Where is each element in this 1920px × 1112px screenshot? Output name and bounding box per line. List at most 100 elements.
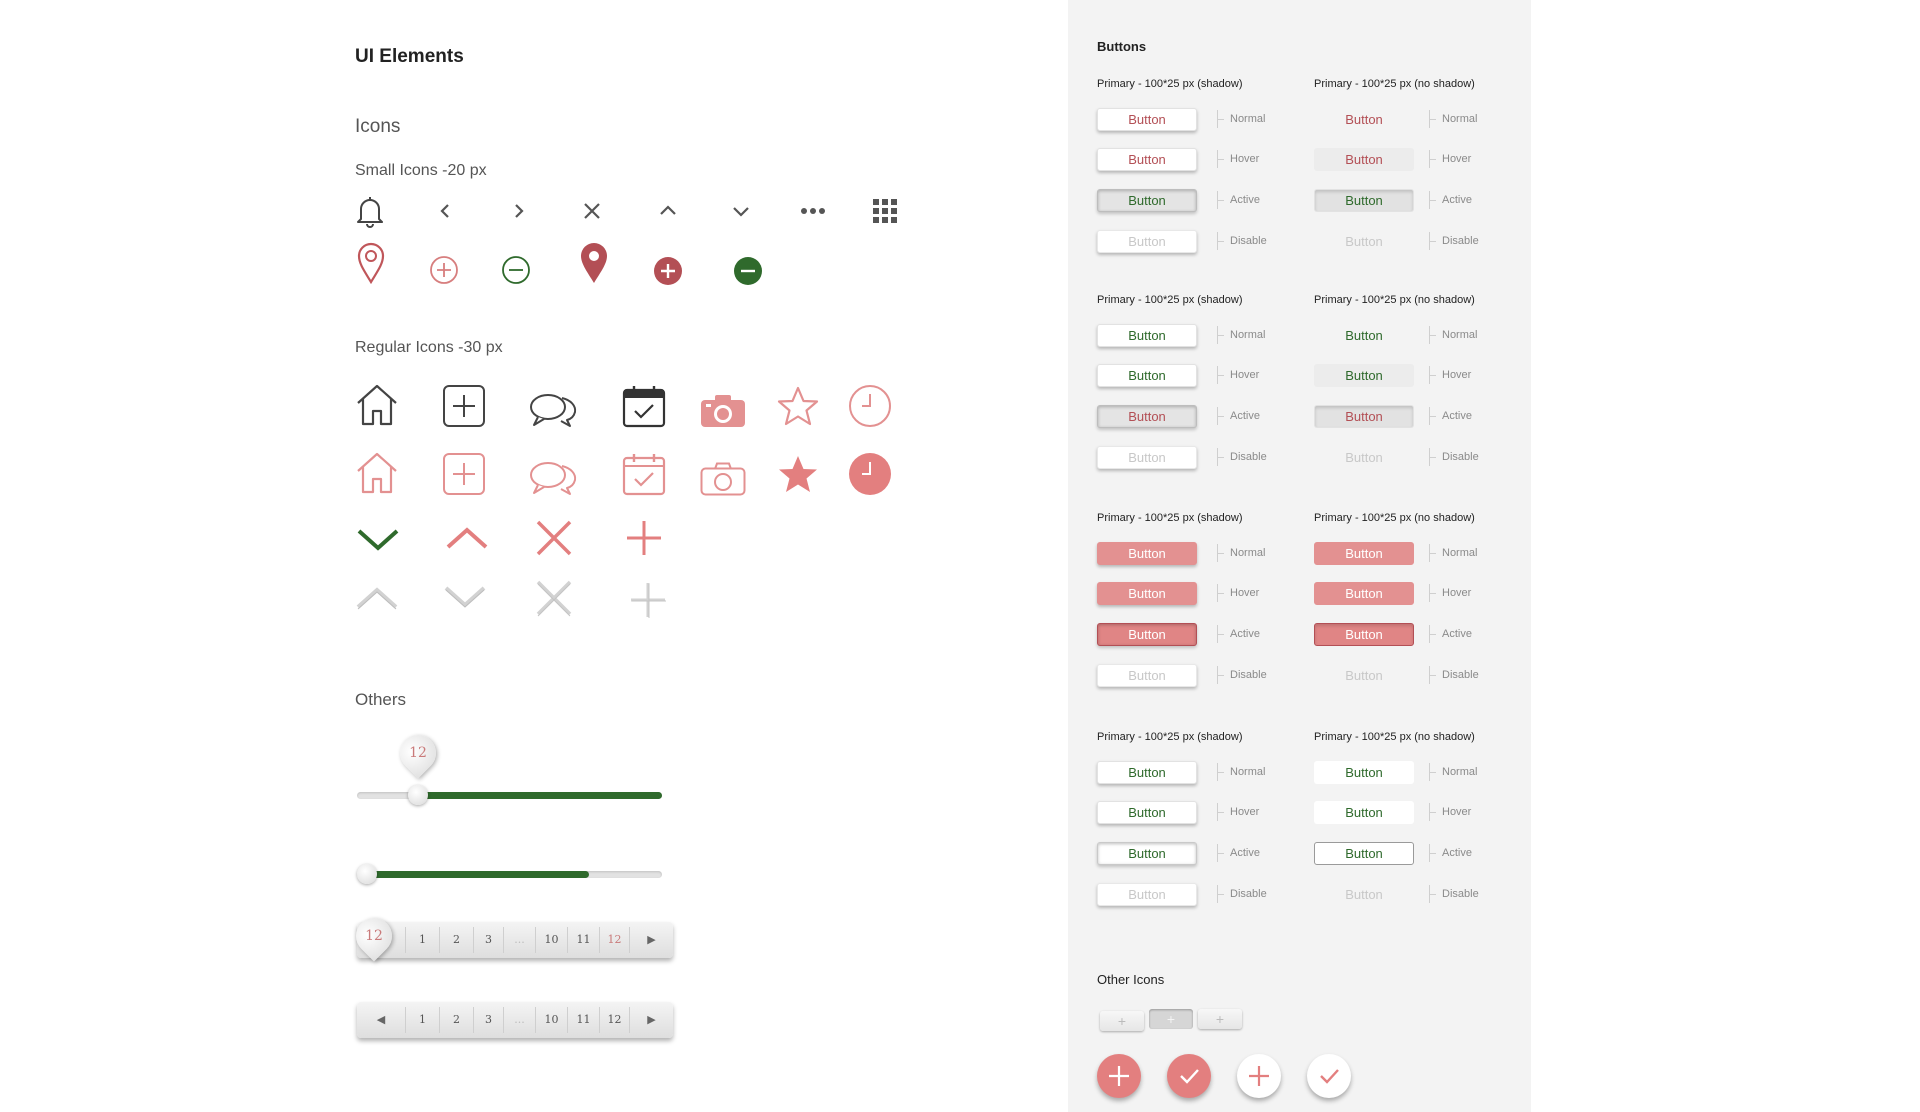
star-outline-icon[interactable] [776, 386, 820, 428]
chevron-up-pink-icon[interactable] [445, 523, 489, 553]
chevron-down-grey-icon[interactable] [443, 580, 487, 610]
button-disable[interactable]: Button [1314, 883, 1414, 906]
column-heading-no-shadow: Primary - 100*25 px (no shadow) [1314, 78, 1475, 90]
check-icon[interactable] [356, 523, 400, 553]
page-link[interactable]: 3 [473, 1007, 503, 1033]
remove-circle-outline-icon[interactable] [501, 255, 531, 285]
plus-grey-icon[interactable] [628, 580, 668, 620]
button-hover[interactable]: Button [1314, 364, 1414, 387]
more-horizontal-icon[interactable] [800, 206, 826, 216]
home-icon[interactable] [355, 383, 399, 427]
button-hover[interactable]: Button [1097, 364, 1197, 387]
button-normal[interactable]: Button [1314, 324, 1414, 347]
slider-thumb[interactable] [408, 785, 428, 805]
button-active[interactable]: Button [1314, 189, 1414, 212]
clock-outline-icon[interactable] [848, 384, 892, 428]
button-hover[interactable]: Button [1097, 582, 1197, 605]
page-link[interactable]: 2 [439, 927, 473, 953]
button-disable[interactable]: Button [1314, 230, 1414, 253]
page-title: UI Elements [355, 46, 464, 67]
button-hover[interactable]: Button [1314, 148, 1414, 171]
button-normal[interactable]: Button [1097, 108, 1197, 131]
button-disable[interactable]: Button [1097, 230, 1197, 253]
star-filled-icon[interactable] [776, 454, 820, 496]
button-active[interactable]: Button [1097, 842, 1197, 865]
button-disable[interactable]: Button [1314, 664, 1414, 687]
calendar-check-icon[interactable] [622, 384, 666, 428]
check-circle-button[interactable] [1167, 1054, 1211, 1098]
mini-add-button[interactable]: + [1100, 1011, 1144, 1031]
button-normal[interactable]: Button [1314, 542, 1414, 565]
next-page-button[interactable]: ▶ [629, 927, 673, 953]
bell-icon[interactable] [356, 195, 384, 228]
add-circle-filled-icon[interactable] [653, 256, 683, 286]
chat-icon[interactable] [528, 389, 578, 429]
home-pink-icon[interactable] [355, 451, 399, 495]
add-circle-outline-button[interactable] [1237, 1054, 1281, 1098]
button-hover[interactable]: Button [1314, 582, 1414, 605]
button-active[interactable]: Button [1314, 623, 1414, 646]
button-hover[interactable]: Button [1097, 801, 1197, 824]
chevron-left-icon[interactable] [437, 202, 453, 220]
chevron-right-icon[interactable] [511, 202, 527, 220]
mini-add-button-alt[interactable]: + [1198, 1009, 1242, 1029]
calendar-check-pink-icon[interactable] [622, 452, 666, 496]
button-disable[interactable]: Button [1097, 883, 1197, 906]
page-link-active[interactable]: 12 [599, 927, 629, 953]
button-hover[interactable]: Button [1097, 148, 1197, 171]
button-active[interactable]: Button [1097, 189, 1197, 212]
next-page-button[interactable]: ▶ [629, 1007, 673, 1033]
button-disable[interactable]: Button [1314, 446, 1414, 469]
button-active[interactable]: Button [1314, 842, 1414, 865]
close-icon[interactable] [582, 201, 602, 221]
add-square-icon[interactable] [442, 384, 486, 428]
prev-page-button[interactable]: ◀ [376, 1013, 386, 1026]
chevron-up-grey-icon[interactable] [355, 583, 399, 613]
button-disable[interactable]: Button [1097, 446, 1197, 469]
location-pin-filled-icon[interactable] [578, 241, 610, 285]
button-active[interactable]: Button [1097, 623, 1197, 646]
slider-fill [418, 792, 662, 799]
grid-icon[interactable] [873, 199, 897, 223]
page-link[interactable]: 11 [567, 927, 599, 953]
button-active[interactable]: Button [1314, 405, 1414, 428]
camera-icon[interactable] [700, 394, 746, 428]
add-square-pink-icon[interactable] [442, 452, 486, 496]
state-label: Active [1429, 191, 1472, 209]
clock-filled-icon[interactable] [848, 452, 892, 496]
button-normal[interactable]: Button [1314, 761, 1414, 784]
close-pink-icon[interactable] [534, 518, 574, 558]
state-label: Normal [1217, 544, 1265, 562]
chevron-down-icon[interactable] [731, 204, 751, 220]
location-pin-outline-icon[interactable] [356, 242, 386, 285]
button-normal[interactable]: Button [1097, 324, 1197, 347]
page-link[interactable]: 11 [567, 1007, 599, 1033]
page-link[interactable]: 10 [535, 927, 567, 953]
page-link[interactable]: 1 [405, 927, 439, 953]
button-disable[interactable]: Button [1097, 664, 1197, 687]
plus-pink-icon[interactable] [624, 518, 664, 558]
button-normal[interactable]: Button [1097, 761, 1197, 784]
button-normal[interactable]: Button [1314, 108, 1414, 131]
mini-add-button-active[interactable]: + [1149, 1009, 1193, 1029]
close-grey-icon[interactable] [534, 578, 574, 618]
chevron-up-icon[interactable] [658, 202, 678, 218]
column-heading-shadow: Primary - 100*25 px (shadow) [1097, 78, 1243, 90]
add-circle-outline-icon[interactable] [429, 255, 459, 285]
page-link[interactable]: 10 [535, 1007, 567, 1033]
page-link[interactable]: 1 [405, 1007, 439, 1033]
state-label: Hover [1217, 150, 1259, 168]
chat-pink-icon[interactable] [528, 457, 578, 497]
button-normal[interactable]: Button [1097, 542, 1197, 565]
page-link[interactable]: 3 [473, 927, 503, 953]
slider-2-thumb[interactable] [357, 864, 377, 884]
button-hover[interactable]: Button [1314, 801, 1414, 824]
add-circle-button[interactable] [1097, 1054, 1141, 1098]
button-active[interactable]: Button [1097, 405, 1197, 428]
check-circle-outline-button[interactable] [1307, 1054, 1351, 1098]
camera-outline-icon[interactable] [700, 462, 746, 496]
page-link[interactable]: 2 [439, 1007, 473, 1033]
remove-circle-filled-icon[interactable] [733, 256, 763, 286]
page-link[interactable]: 12 [599, 1007, 629, 1033]
pagination-bar: 1 2 3 ... 10 11 12 ▶ [357, 922, 673, 958]
